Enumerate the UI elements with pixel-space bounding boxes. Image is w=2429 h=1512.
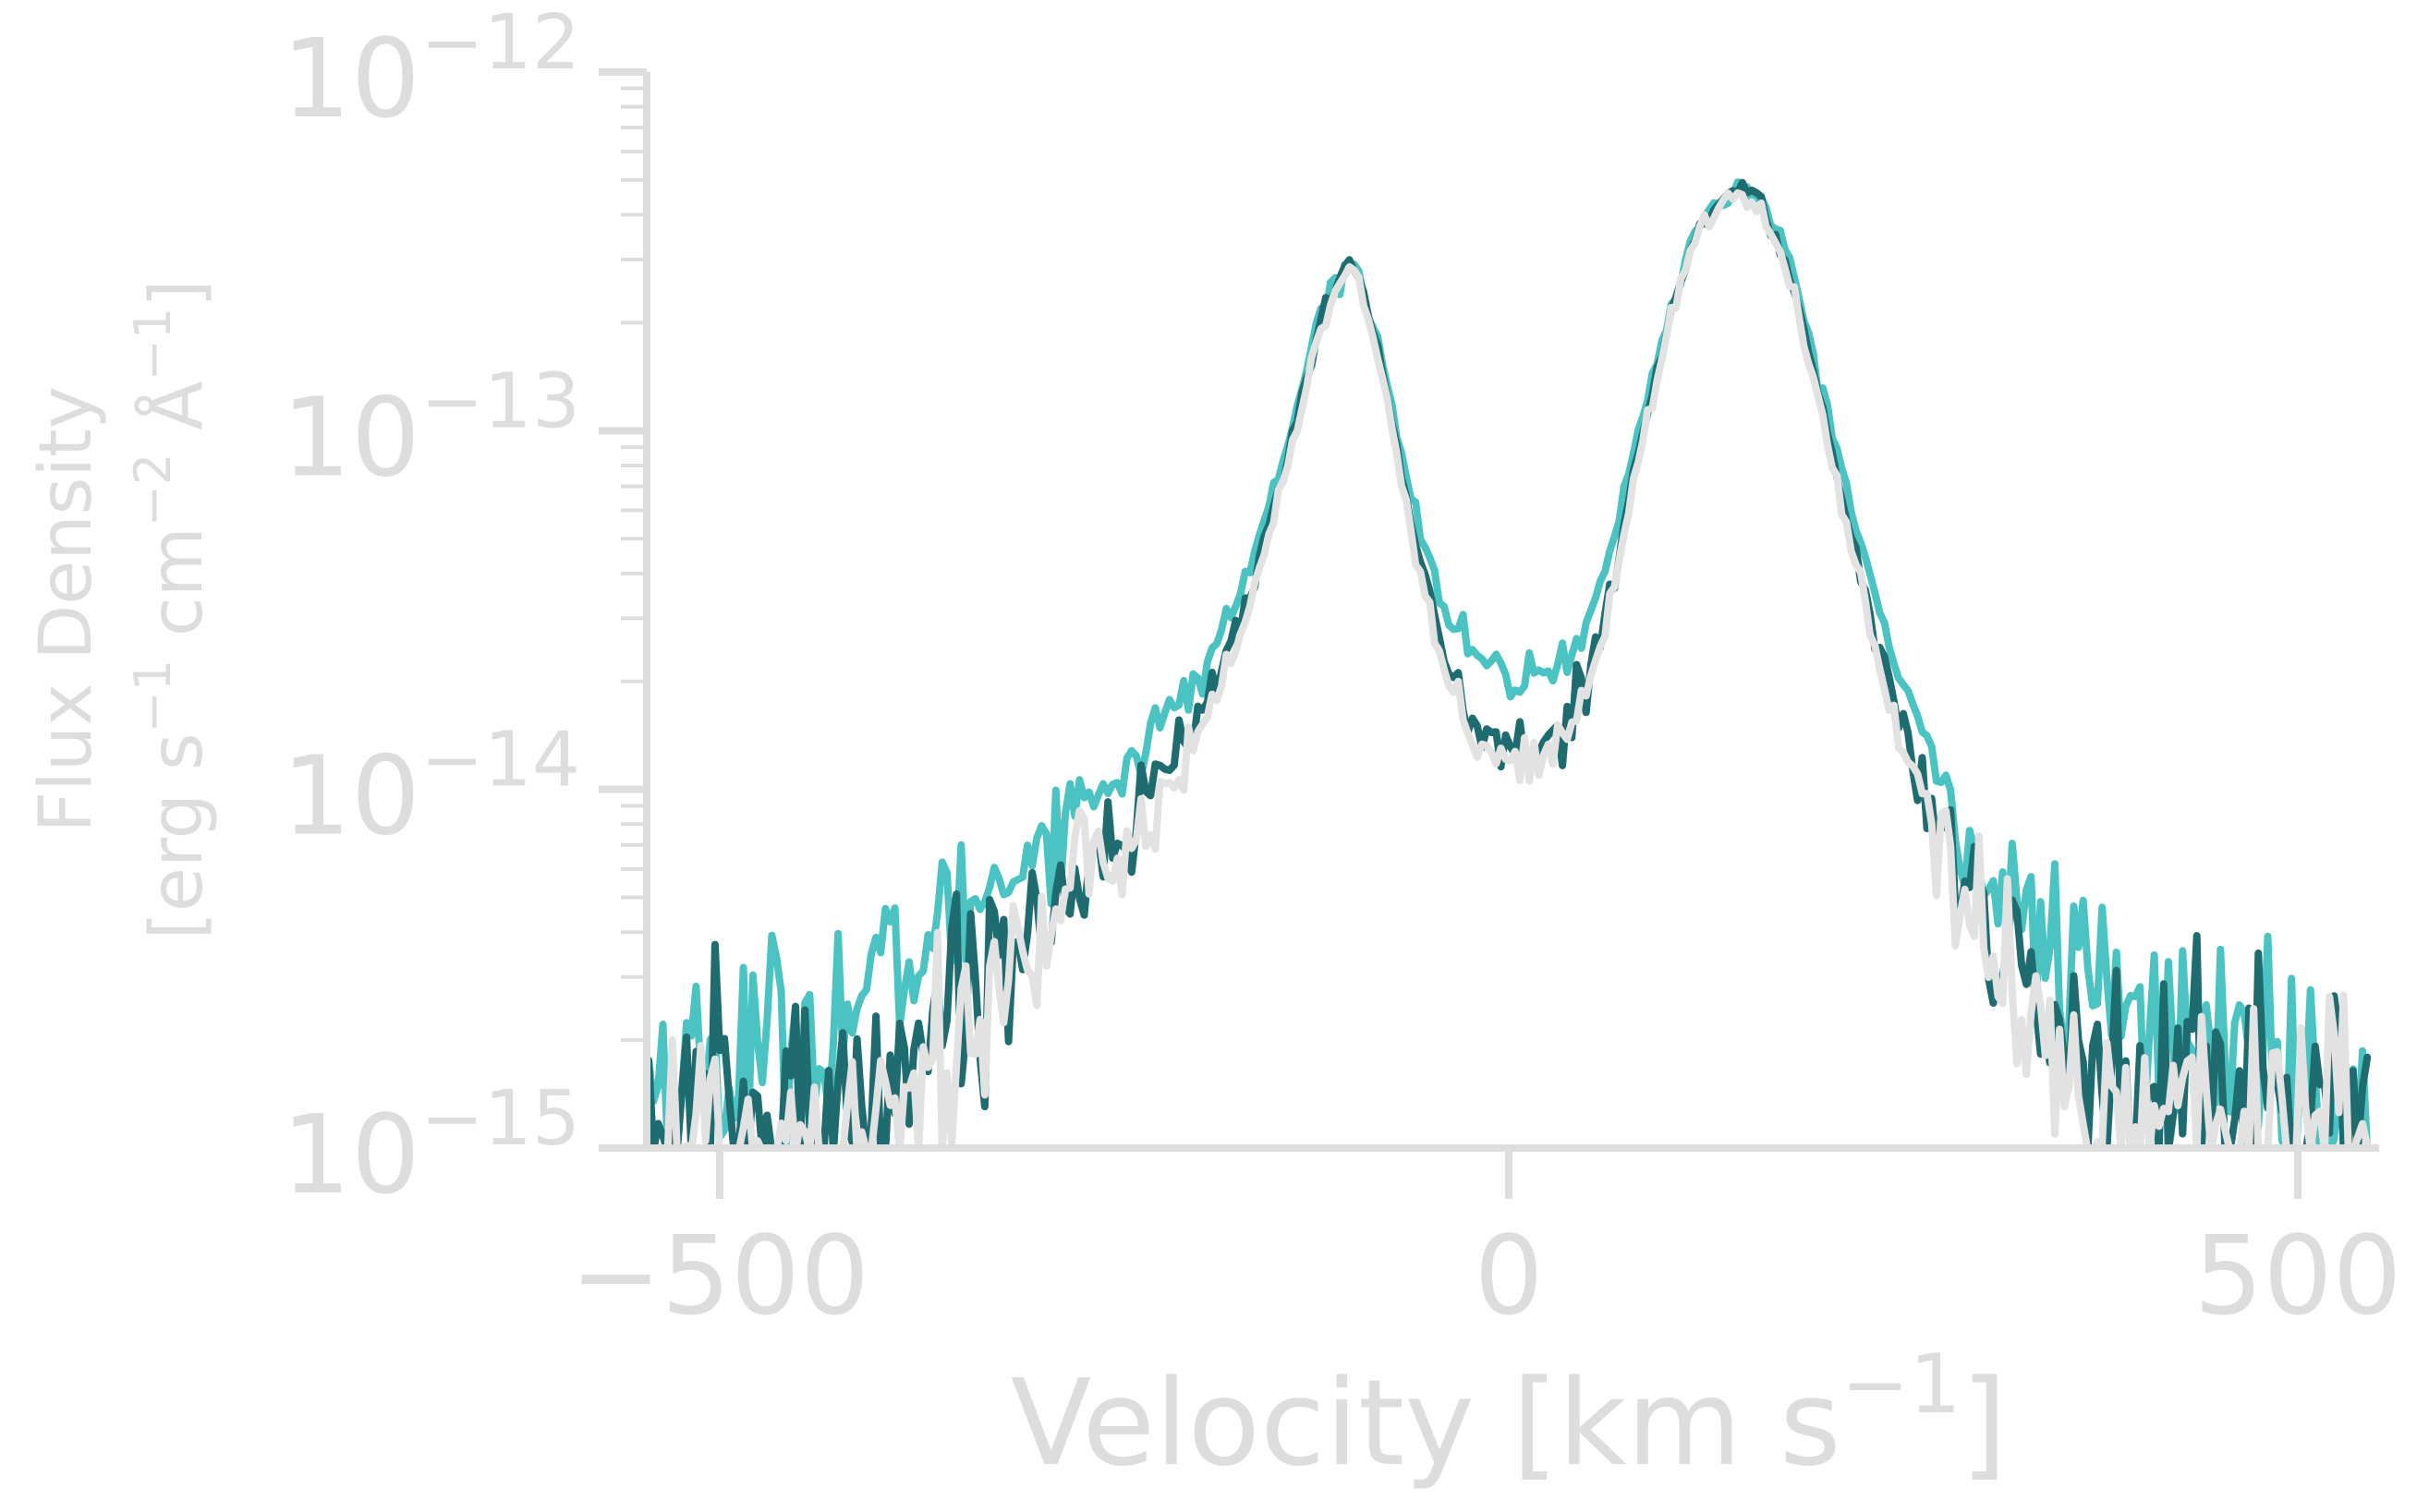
y-tick-label-exp: −14 — [420, 717, 580, 804]
y-tick-label-exp: −12 — [420, 0, 580, 87]
x-axis-label-text: Velocity [km s — [1011, 1355, 1841, 1493]
axes-layer — [599, 68, 2379, 1199]
y-axis-label-part: [erg s — [136, 733, 219, 940]
y-tick-label-base: 10 — [282, 732, 420, 860]
y-tick-label: 10−12 — [282, 0, 580, 142]
y-axis-label-part: ] — [136, 279, 219, 307]
y-axis-label-sup: −1 — [124, 308, 182, 381]
plot-bottom-mask — [0, 1152, 2429, 1512]
series-line-3 — [645, 188, 2372, 1155]
x-tick-label: 500 — [2193, 1212, 2401, 1339]
y-tick-label: 10−15 — [282, 1075, 580, 1218]
x-tick-label: 0 — [1474, 1212, 1543, 1339]
x-tick-label: −500 — [570, 1212, 869, 1339]
y-tick-label-exp: −15 — [420, 1075, 580, 1163]
y-axis-label-part: cm — [136, 526, 219, 659]
y-tick-label-base: 10 — [282, 1091, 420, 1218]
y-axis-label-line2: [erg s−1 cm−2 Å−1] — [124, 279, 219, 939]
y-axis-label-part: Å — [134, 381, 219, 453]
series-line-1 — [645, 178, 2372, 1155]
y-axis-label-line1: Flux Density — [25, 386, 108, 832]
x-axis-label: Velocity [km s−1] — [1011, 1337, 2008, 1493]
y-tick-label-base: 10 — [282, 15, 420, 142]
y-tick-label: 10−14 — [282, 717, 580, 860]
y-axis-label-sup: −1 — [124, 659, 182, 733]
y-tick-label: 10−13 — [282, 357, 580, 501]
series-layer — [0, 178, 2429, 1512]
y-tick-label-base: 10 — [282, 373, 420, 501]
y-axis-label-sup: −2 — [124, 454, 182, 527]
x-axis-label-sup: −1 — [1841, 1337, 1961, 1432]
y-tick-label-exp: −13 — [420, 357, 580, 445]
x-axis-label-end: ] — [1961, 1355, 2007, 1493]
